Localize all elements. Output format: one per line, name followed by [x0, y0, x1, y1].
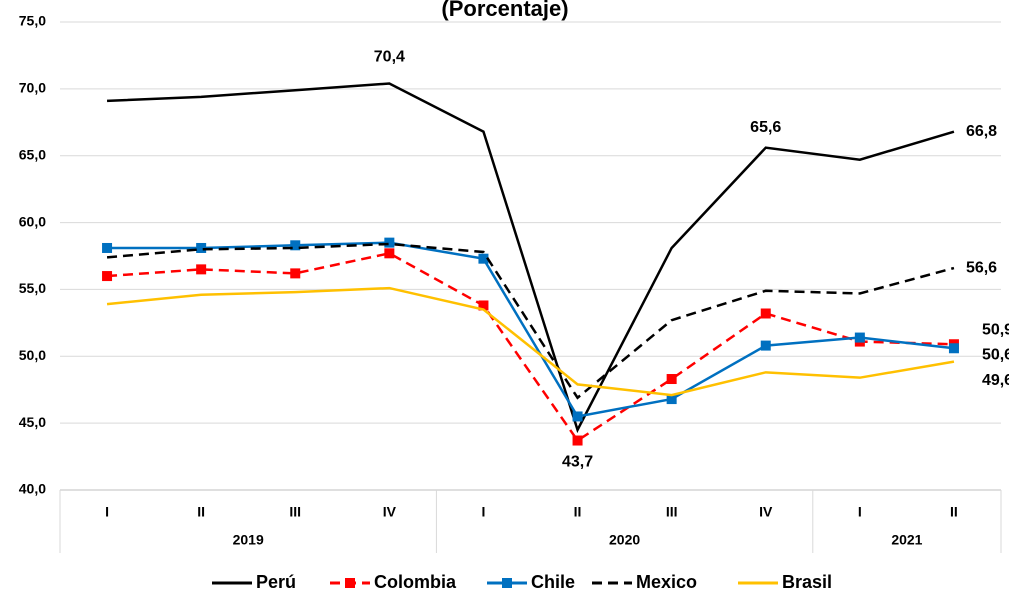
marker	[102, 271, 113, 282]
x-tick-label: I	[858, 504, 862, 520]
marker	[948, 343, 959, 354]
y-tick-label: 50,0	[19, 347, 46, 363]
marker	[384, 248, 395, 259]
chart-title: (Porcentaje)	[441, 0, 568, 21]
x-tick-label: IV	[759, 504, 773, 520]
marker	[290, 240, 301, 251]
marker	[478, 300, 489, 311]
legend-label: Colombia	[374, 572, 457, 592]
data-label: 66,8	[966, 123, 997, 140]
series-line	[107, 241, 955, 418]
marker	[196, 264, 207, 275]
data-label: 49,6	[982, 372, 1009, 389]
y-tick-label: 60,0	[19, 213, 46, 229]
x-group-label: 2019	[233, 532, 264, 548]
marker	[572, 435, 583, 446]
legend-label: Chile	[531, 572, 575, 592]
legend-label: Mexico	[636, 572, 697, 592]
marker	[666, 394, 677, 405]
legend-label: Brasil	[782, 572, 832, 592]
x-tick-label: I	[482, 504, 486, 520]
data-label: 56,6	[966, 259, 997, 276]
marker	[478, 253, 489, 264]
legend-label: Perú	[256, 572, 296, 592]
y-tick-label: 40,0	[19, 481, 46, 497]
series-line	[106, 286, 955, 397]
marker	[196, 242, 207, 253]
x-tick-label: III	[666, 504, 678, 520]
series-line	[106, 82, 955, 434]
legend-marker	[502, 578, 512, 588]
marker	[854, 332, 865, 343]
marker	[384, 237, 395, 248]
marker	[102, 242, 113, 253]
data-label: 70,4	[374, 49, 405, 66]
marker	[290, 268, 301, 279]
x-group-label: 2020	[609, 532, 640, 548]
x-tick-label: IV	[383, 504, 397, 520]
y-tick-label: 75,0	[19, 13, 46, 29]
marker	[760, 340, 771, 351]
series-line	[106, 252, 954, 443]
x-tick-label: I	[105, 504, 109, 520]
series-line	[106, 242, 955, 400]
data-label: 50,9	[982, 321, 1009, 338]
data-label: 50,6	[982, 346, 1009, 363]
marker	[760, 308, 771, 319]
data-label: 65,6	[750, 119, 781, 136]
marker	[666, 374, 677, 385]
x-tick-label: III	[289, 504, 301, 520]
y-tick-label: 70,0	[19, 80, 46, 96]
marker	[572, 411, 583, 422]
y-tick-label: 55,0	[19, 280, 46, 296]
y-tick-label: 45,0	[19, 414, 46, 430]
x-group-label: 2021	[891, 532, 922, 548]
x-tick-label: II	[197, 504, 205, 520]
y-tick-label: 65,0	[19, 146, 46, 162]
legend-marker	[345, 578, 355, 588]
x-tick-label: II	[950, 504, 958, 520]
x-tick-label: II	[574, 504, 582, 520]
data-label: 43,7	[562, 454, 593, 471]
